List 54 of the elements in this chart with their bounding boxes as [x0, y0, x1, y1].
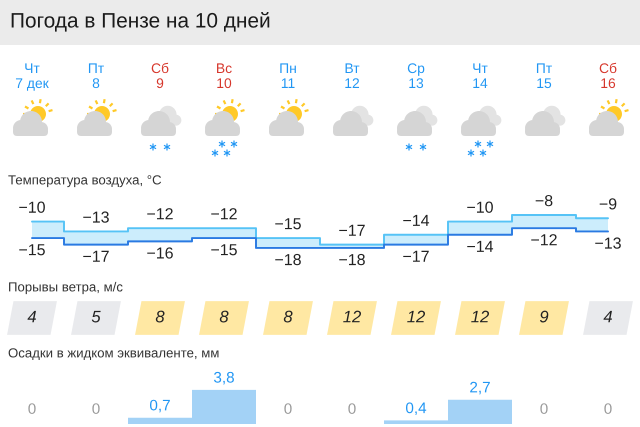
data-label: 0 — [540, 403, 548, 414]
data-label: −17 — [83, 250, 109, 262]
data-label: 8 — [156, 310, 165, 322]
data-label: −17 — [339, 224, 365, 236]
data-label: 8 — [220, 310, 229, 322]
data-label: 12 — [407, 310, 426, 322]
chart-subtitle: Температура воздуха, °C — [8, 175, 162, 188]
data-label: 5 — [92, 310, 101, 322]
data-label: −12 — [147, 208, 173, 220]
x-tick-label: Ср 13 — [408, 63, 424, 88]
data-label: −9 — [600, 198, 616, 210]
data-label: 0 — [284, 403, 292, 414]
data-label: −17 — [403, 250, 429, 262]
data-label: 0,7 — [150, 400, 170, 412]
data-label: 4 — [603, 310, 612, 322]
data-label: 0 — [92, 403, 100, 414]
chart-title: Порывы ветра, м/с — [9, 282, 123, 294]
data-label: 3,8 — [214, 372, 234, 384]
x-tick-label: Чт 14 — [473, 63, 488, 88]
data-label: −8 — [536, 194, 552, 206]
x-tick-label: Сб 9 — [152, 62, 168, 88]
x-tick-label: Чт 7 дек — [16, 63, 49, 91]
data-label: −10 — [19, 202, 45, 213]
data-label: 8 — [284, 310, 293, 322]
data-label: 4 — [27, 310, 36, 322]
data-label: −13 — [595, 237, 621, 249]
x-tick-label: Вт 12 — [345, 63, 360, 88]
data-label: −18 — [339, 254, 365, 266]
data-label: −15 — [211, 244, 237, 256]
data-label: −12 — [211, 208, 237, 220]
data-label: 9 — [540, 310, 548, 322]
data-label: −15 — [275, 218, 301, 230]
data-label: 12 — [471, 310, 490, 322]
data-label: −12 — [531, 234, 557, 246]
data-label: 0 — [348, 403, 356, 414]
x-tick-label: Вс 10 — [217, 63, 232, 88]
x-tick-label: Пн 11 — [280, 63, 296, 88]
x-tick-label: Пт 8 — [88, 63, 104, 88]
data-label: 0 — [604, 403, 612, 414]
data-label: −14 — [403, 214, 430, 226]
data-label: −10 — [467, 202, 493, 213]
data-label: 12 — [343, 310, 362, 322]
data-label: −15 — [19, 244, 45, 256]
data-label: 2,7 — [470, 382, 490, 394]
chart-title: Осадки в жидком эквиваленте, мм — [8, 348, 218, 360]
chart-title: Погода в Пензе на 10 дней — [12, 12, 270, 32]
data-label: −14 — [467, 240, 494, 252]
data-label: −13 — [83, 211, 109, 223]
x-tick-label: Сб 16 — [600, 62, 616, 88]
data-label: −18 — [275, 254, 301, 266]
x-tick-label: Пт 15 — [536, 63, 552, 88]
data-label: 0,4 — [406, 402, 426, 416]
data-label: −16 — [147, 247, 173, 259]
data-label: 0 — [28, 403, 36, 414]
